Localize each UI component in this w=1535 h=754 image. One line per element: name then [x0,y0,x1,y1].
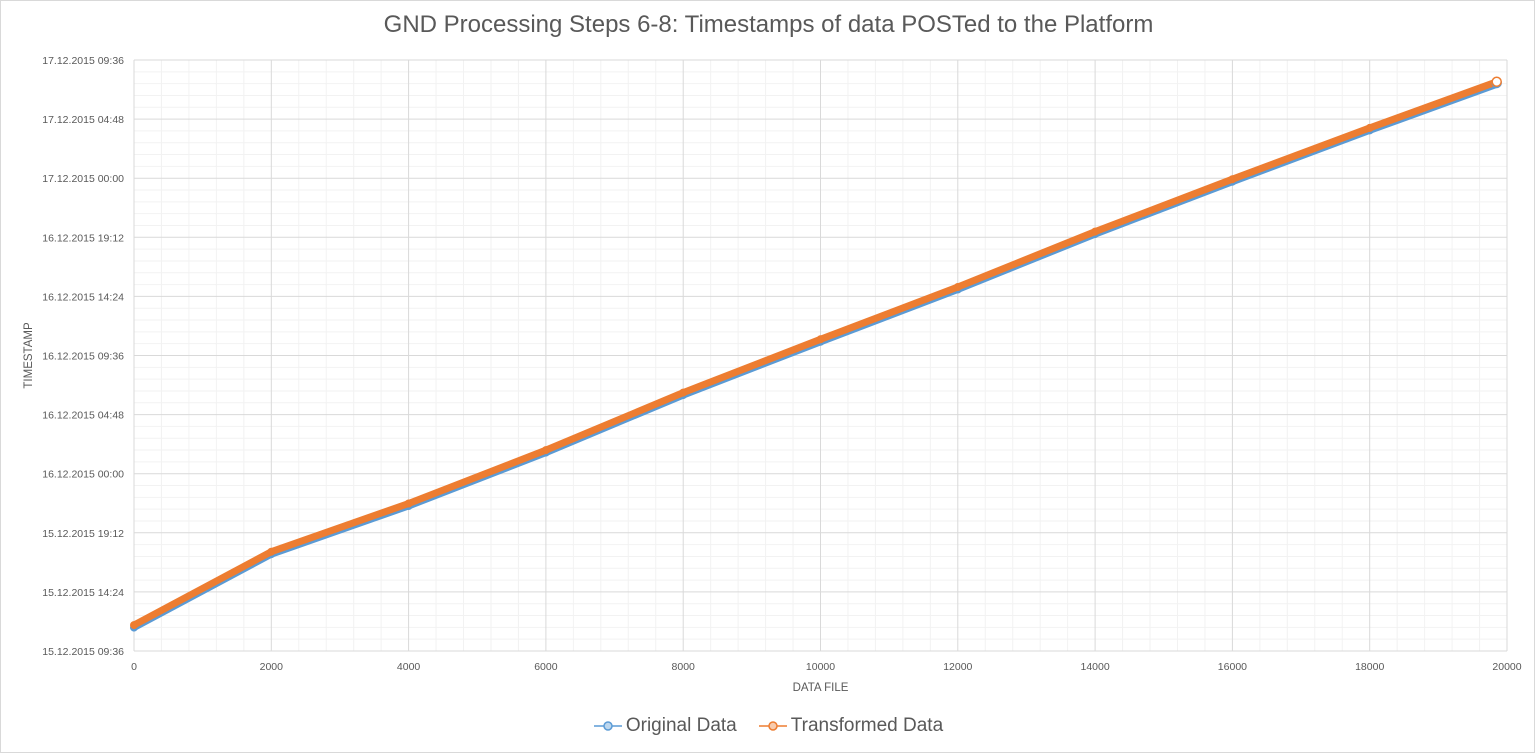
legend-item-original: Original Data [593,715,737,737]
data-point-transformed [679,388,688,397]
y-tick-label: 17.12.2015 09:36 [42,55,124,67]
y-tick-label: 16.12.2015 00:00 [42,469,124,481]
y-tick-label: 15.12.2015 09:36 [42,646,124,658]
x-tick-label: 6000 [534,661,558,673]
y-tick-label: 15.12.2015 14:24 [42,587,124,599]
x-tick-label: 8000 [672,661,696,673]
end-marker-transformed [1491,76,1502,88]
legend-label-transformed: Transformed Data [790,715,944,736]
legend-swatch-original [593,721,622,731]
legend-item-transformed: Transformed Data [758,715,944,737]
y-tick-label: 17.12.2015 04:48 [42,114,124,126]
y-tick-label: 15.12.2015 19:12 [42,528,124,540]
y-tick-label: 16.12.2015 09:36 [42,351,124,363]
x-tick-label: 10000 [806,661,835,673]
data-point-transformed [816,335,825,344]
data-point-transformed [1091,227,1100,236]
x-tick-label: 16000 [1218,661,1247,673]
legend-swatch-transformed [758,721,787,731]
legend-label-original: Original Data [625,715,737,736]
legend: Original Data Transformed Data [1,715,1535,737]
y-tick-label: 16.12.2015 14:24 [42,291,124,303]
x-tick-label: 20000 [1492,661,1521,673]
x-tick-label: 2000 [260,661,284,673]
chart-title: GND Processing Steps 6-8: Timestamps of … [383,11,1154,38]
x-tick-label: 18000 [1355,661,1384,673]
x-axis-title: DATA FILE [793,682,849,694]
x-tick-label: 4000 [397,661,421,673]
x-tick-label: 12000 [943,661,972,673]
x-tick-label: 14000 [1080,661,1109,673]
series-line-transformed [130,78,1501,629]
data-point-transformed [130,621,138,630]
data-point-transformed [267,547,276,556]
data-point-transformed [1228,175,1237,184]
data-point-transformed [404,499,413,508]
y-axis-title: TIMESTAMP [23,322,35,389]
data-point-transformed [1365,123,1374,132]
data-point-transformed [541,446,550,455]
y-tick-label: 16.12.2015 04:48 [42,410,124,422]
x-tick-label: 0 [131,661,137,673]
y-tick-label: 16.12.2015 19:12 [42,232,124,244]
data-point-transformed [953,283,962,291]
y-tick-label: 17.12.2015 00:00 [42,173,124,185]
